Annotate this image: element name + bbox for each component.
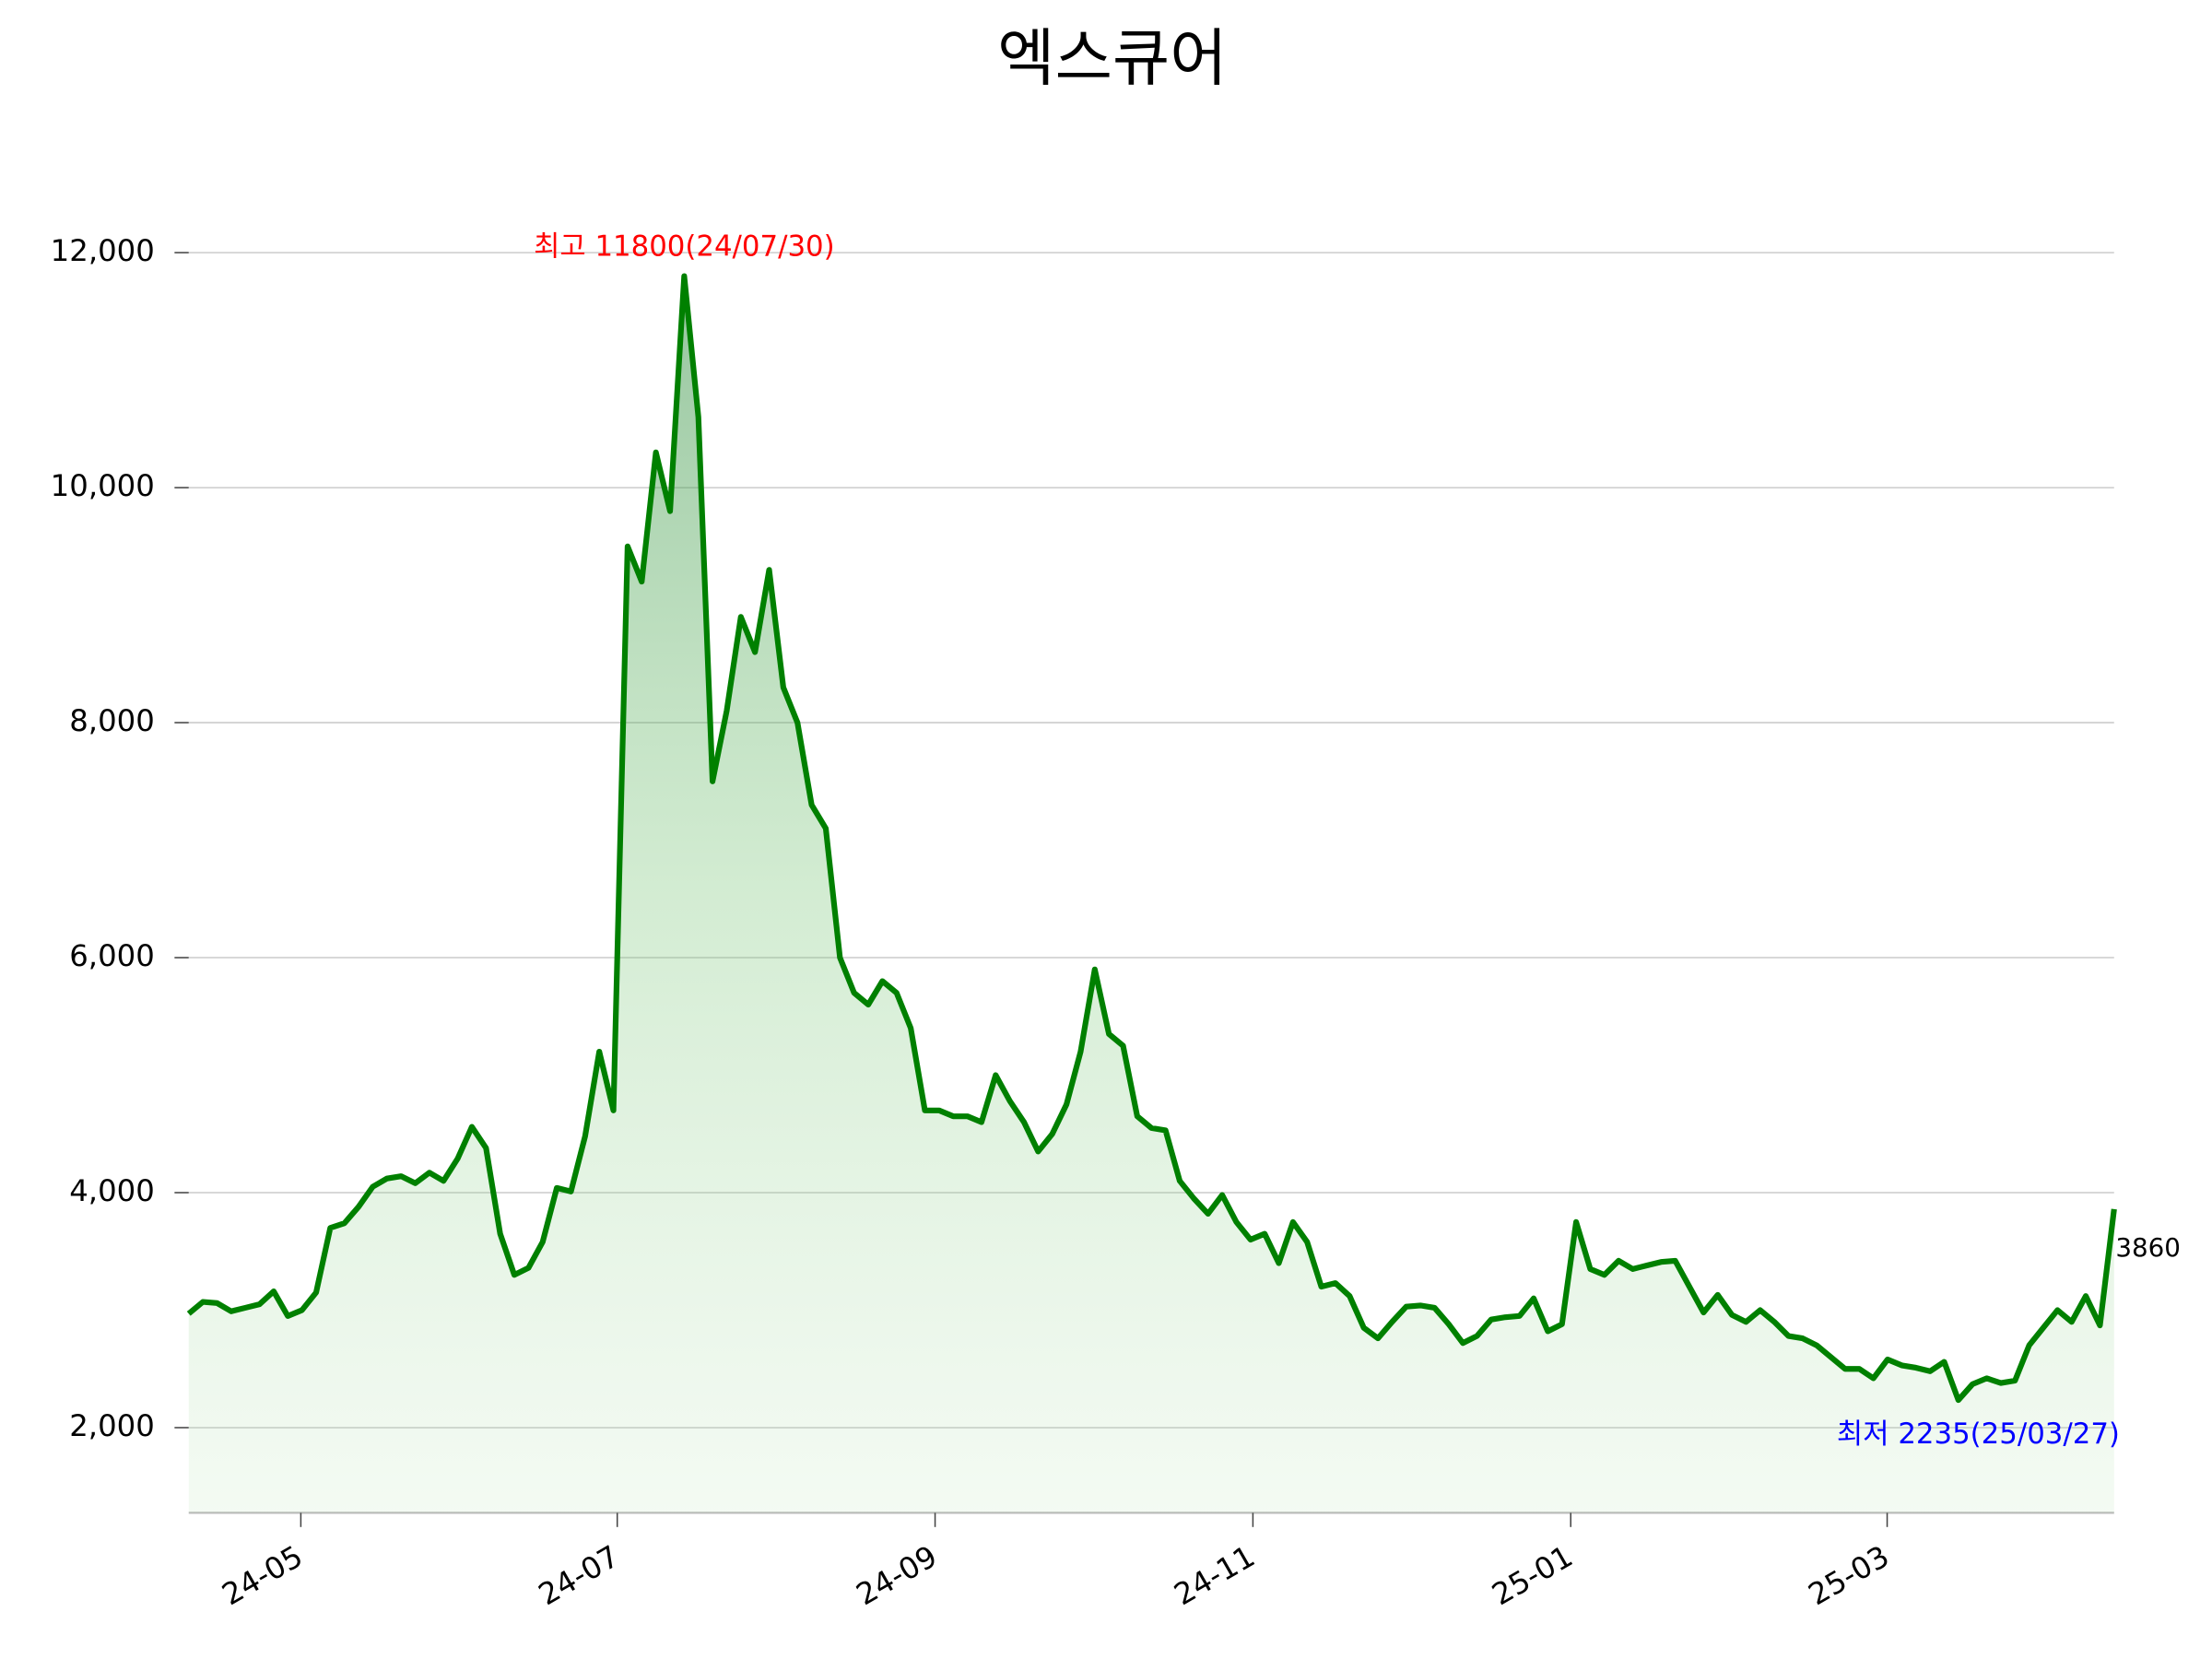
x-tick-label: 25-01 <box>1486 1538 1578 1612</box>
y-tick-label: 6,000 <box>69 938 155 973</box>
y-tick-label: 10,000 <box>51 468 155 503</box>
annotation: 최고 11800(24/07/30) <box>534 229 835 263</box>
x-tick-label: 24-09 <box>851 1538 943 1612</box>
y-tick-label: 12,000 <box>51 233 155 268</box>
y-tick-label: 4,000 <box>69 1173 155 1208</box>
price-line <box>186 273 2117 1404</box>
chart-title: 엑스큐어 <box>997 21 1227 94</box>
x-tick-label: 24-05 <box>217 1538 309 1612</box>
x-tick-label: 25-03 <box>1803 1538 1895 1612</box>
y-tick-label: 2,000 <box>69 1408 155 1443</box>
last-value-label: 3860 <box>2115 1232 2181 1263</box>
area <box>188 276 2114 1513</box>
y-tick-label: 8,000 <box>69 703 155 738</box>
annotation: 최저 2235(25/03/27) <box>1837 1418 2120 1451</box>
x-tick-label: 24-11 <box>1169 1538 1261 1612</box>
x-tick-label: 24-07 <box>533 1538 625 1612</box>
